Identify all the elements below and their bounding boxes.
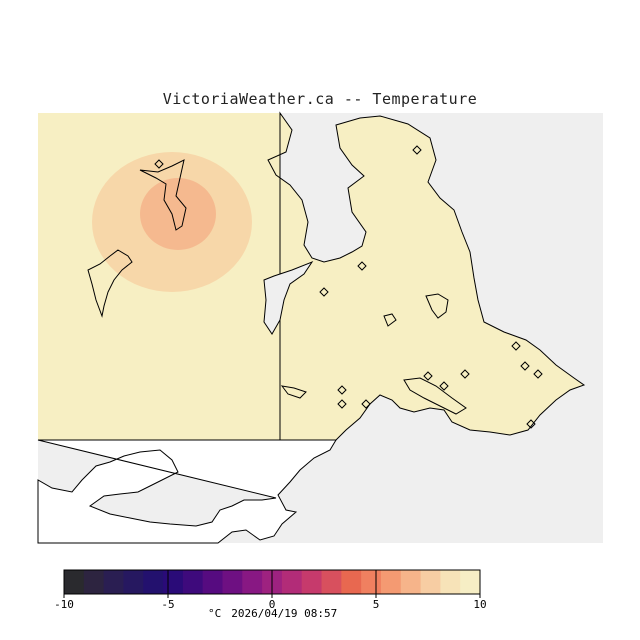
station-marker[interactable]	[423, 371, 433, 381]
coastline-inlet	[263, 260, 314, 335]
station-marker[interactable]	[361, 399, 371, 409]
legend-swatch	[460, 570, 481, 594]
station-marker[interactable]	[439, 381, 449, 391]
legend-swatch	[182, 570, 204, 594]
legend-unit: °C	[208, 607, 222, 620]
map-title: VictoriaWeather.ca -- Temperature	[162, 90, 478, 108]
station-marker[interactable]	[511, 341, 521, 351]
legend-tick-label: 5	[373, 598, 380, 611]
warm-region-inner	[140, 178, 216, 250]
land-east	[267, 111, 586, 441]
legend-swatch	[123, 570, 144, 594]
station-marker[interactable]	[154, 159, 164, 169]
legend-swatch	[103, 570, 124, 594]
legend-swatch	[420, 570, 441, 594]
legend-swatch	[341, 570, 362, 594]
weather-stations	[154, 145, 543, 429]
legend-swatch	[281, 570, 303, 594]
station-marker[interactable]	[337, 385, 347, 395]
legend-tick-label: -5	[161, 598, 174, 611]
legend-ticks: -10 -5 0 5 10	[54, 570, 487, 611]
legend-caption: °C 2026/04/19 08:57	[208, 607, 347, 620]
station-marker[interactable]	[337, 399, 347, 409]
lake-west-2	[87, 249, 133, 318]
legend-swatch	[400, 570, 422, 594]
lake-west-1	[139, 159, 187, 231]
legend-swatch	[143, 570, 164, 594]
station-marker[interactable]	[319, 287, 329, 297]
station-marker[interactable]	[520, 361, 530, 371]
legend-swatch	[64, 570, 85, 594]
land-south	[37, 439, 337, 544]
legend-swatch	[242, 570, 263, 594]
legend-swatch	[440, 570, 461, 594]
station-marker[interactable]	[460, 369, 470, 379]
station-marker[interactable]	[412, 145, 422, 155]
legend-swatch	[163, 570, 184, 594]
island-3	[403, 377, 467, 415]
legend-swatch	[222, 570, 243, 594]
legend-swatch	[202, 570, 223, 594]
legend-swatch	[361, 570, 382, 594]
legend-tick-label: 0	[269, 598, 276, 611]
legend-swatch	[83, 570, 105, 594]
island-1	[425, 293, 449, 319]
station-marker[interactable]	[533, 369, 543, 379]
legend-tick-label: 10	[473, 598, 486, 611]
island-4	[383, 313, 397, 327]
legend-timestamp: 2026/04/19 08:57	[231, 607, 338, 620]
legend-swatch	[321, 570, 342, 594]
legend-swatch	[301, 570, 323, 594]
legend-tick-label: -10	[54, 598, 74, 611]
legend-swatch	[380, 570, 402, 594]
station-marker[interactable]	[357, 261, 367, 271]
island-2	[280, 385, 307, 399]
station-marker[interactable]	[526, 419, 536, 429]
